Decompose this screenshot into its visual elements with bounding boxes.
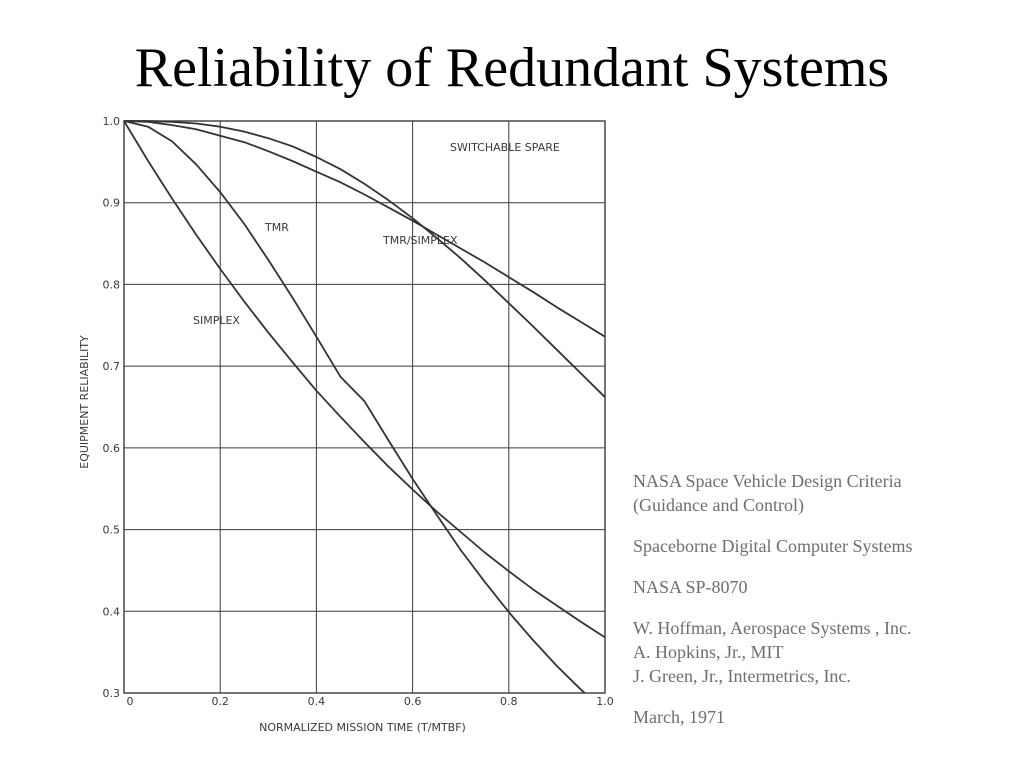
slide-title: Reliability of Redundant Systems — [134, 37, 890, 99]
reference-block: NASA Space Vehicle Design Criteria (Guid… — [633, 469, 1013, 729]
y-tick-label: 1.0 — [103, 115, 121, 128]
x-axis-title: NORMALIZED MISSION TIME (T/MTBF) — [259, 721, 466, 734]
reference-doc-title-line2: (Guidance and Control) — [633, 495, 804, 515]
reference-doc-number: NASA SP-8070 — [633, 577, 748, 597]
reference-author-2: A. Hopkins, Jr., MIT — [633, 642, 784, 662]
y-tick-label: 0.9 — [103, 197, 121, 210]
x-tick-label: 0.6 — [404, 695, 422, 708]
y-tick-label: 0.4 — [103, 605, 121, 618]
series-line-tmr — [124, 120, 587, 693]
series-label-tmr-simplex: TMR/SIMPLEX — [382, 234, 458, 247]
reference-date: March, 1971 — [633, 707, 725, 727]
y-axis-title: EQUIPMENT RELIABILITY — [78, 335, 91, 469]
plot-frame — [123, 120, 606, 694]
series-label-simplex: SIMPLEX — [193, 314, 240, 327]
x-tick-label: 0 — [127, 695, 134, 708]
series-line-simplex — [124, 120, 605, 639]
series-label-switchable-spare: SWITCHABLE SPARE — [450, 141, 560, 154]
y-tick-label: 0.8 — [103, 278, 121, 291]
series-line-tmr-simplex — [124, 120, 605, 398]
y-tick-label: 0.7 — [103, 360, 121, 373]
series-label-tmr: TMR — [264, 221, 289, 234]
x-tick-label: 0.2 — [211, 695, 229, 708]
x-tick-label: 1.0 — [596, 695, 614, 708]
y-tick-label: 0.5 — [103, 524, 121, 537]
reference-author-1: W. Hoffman, Aerospace Systems , Inc. — [633, 618, 912, 638]
reference-subject: Spaceborne Digital Computer Systems — [633, 536, 913, 556]
reference-author-3: J. Green, Jr., Intermetrics, Inc. — [633, 666, 851, 686]
y-tick-label: 0.3 — [103, 687, 121, 700]
reference-doc-title-line1: NASA Space Vehicle Design Criteria — [633, 471, 902, 491]
series-line-switchable-spare — [124, 120, 605, 338]
y-tick-label: 0.6 — [103, 442, 121, 455]
x-tick-label: 0.8 — [500, 695, 518, 708]
x-tick-label: 0.4 — [308, 695, 326, 708]
